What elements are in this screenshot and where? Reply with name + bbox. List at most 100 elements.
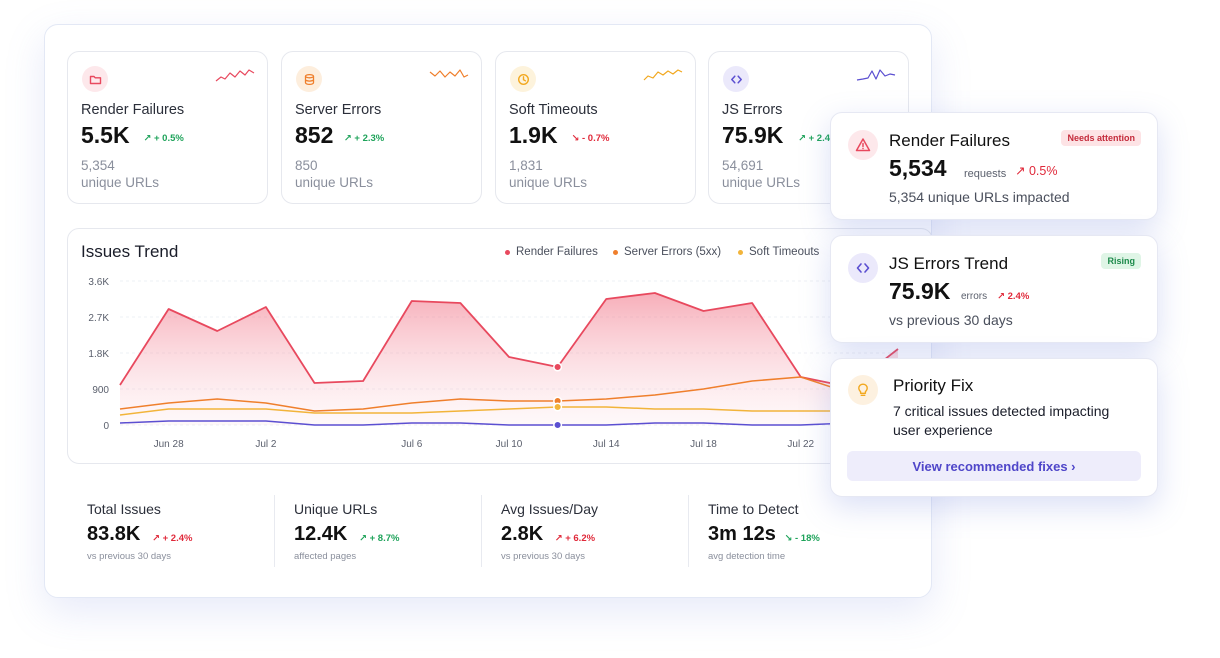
- kpi-unique-count: 850: [295, 158, 318, 173]
- kpi-delta: ↘ - 0.7%: [571, 133, 610, 144]
- card-description-line-1: 7 critical issues detected impacting: [893, 403, 1110, 419]
- stat-label: Avg Issues/Day: [501, 501, 599, 517]
- js-errors-trend-card[interactable]: JS Errors Trend Rising 75.9K errors ↗ 2.…: [830, 235, 1158, 343]
- legend-dot: [738, 249, 743, 255]
- kpi-delta: ↗ + 0.5%: [143, 133, 184, 144]
- card-delta-value: 0.5%: [1028, 164, 1058, 178]
- kpi-card-soft-timeouts[interactable]: Soft Timeouts 1.9K ↘ - 0.7% 1,831 unique URL…: [495, 51, 696, 204]
- kpi-value: 1.9K: [509, 122, 558, 148]
- legend-render-failures[interactable]: Render Failures: [505, 246, 598, 258]
- x-tick-label: Jul 2: [255, 439, 277, 450]
- kpi-unique-count: 1,831: [509, 158, 543, 173]
- render-failures-alert-card[interactable]: Render Failures Needs attention 5,534 re…: [830, 112, 1158, 220]
- kpi-card-server-errors[interactable]: Server Errors 852 ↗ + 2.3% 850 unique URLs: [281, 51, 482, 204]
- stat-label: Unique URLs: [294, 501, 378, 517]
- x-tick-label: Jun 28: [154, 439, 184, 450]
- stat-value: 3m 12s: [708, 523, 776, 545]
- kpi-delta: ↗ + 2.3%: [343, 133, 385, 144]
- stat-divider: [274, 495, 275, 567]
- stat-delta-value: + 2.4%: [162, 533, 193, 544]
- stat-divider: [688, 495, 689, 567]
- view-recommended-fixes-button[interactable]: View recommended fixes ›: [847, 451, 1141, 481]
- stat-delta: ↗ + 8.7%: [359, 533, 400, 544]
- rising-badge: Rising: [1101, 253, 1141, 269]
- stat-label: Total Issues: [87, 501, 161, 517]
- y-tick-label: 1.8K: [88, 349, 109, 360]
- render-failures-area: [120, 293, 898, 425]
- card-subtext: vs previous 30 days: [889, 312, 1013, 328]
- dashboard-panel: Render Failures 5.5K ↗ + 0.5% 5,354 unique U…: [44, 24, 932, 598]
- sparkline: [856, 69, 896, 81]
- legend-server-errors[interactable]: Server Errors (5xx): [613, 246, 721, 258]
- stat-delta-value: + 8.7%: [369, 533, 400, 544]
- stat-divider: [481, 495, 482, 567]
- trend-title: Issues Trend: [81, 242, 179, 261]
- card-title: Render Failures: [889, 131, 1010, 150]
- stat-delta-value: - 18%: [795, 533, 820, 544]
- stat-value: 2.8K: [501, 523, 544, 545]
- legend-label: Server Errors (5xx): [624, 246, 722, 258]
- card-unit: errors: [961, 291, 988, 302]
- card-delta: ↗ 0.5%: [1015, 164, 1058, 178]
- series-line-server-errors-xx-: [119, 376, 899, 412]
- stat-avg-issues-day: Avg Issues/Day 2.8K ↗ + 6.2% vs previous 30…: [481, 491, 686, 567]
- y-tick-label: 900: [92, 385, 109, 396]
- y-tick-label: 3.6K: [88, 277, 109, 288]
- sparkline: [643, 69, 683, 81]
- x-tick-label: Jul 22: [787, 439, 814, 450]
- stat-delta: ↗ + 2.4%: [152, 533, 193, 544]
- series-line-render-failures: [119, 292, 899, 388]
- stat-subtext: vs previous 30 days: [87, 551, 171, 562]
- hover-point: [553, 362, 563, 372]
- clock-icon: [510, 66, 536, 92]
- kpi-unique-count: 5,354: [81, 158, 115, 173]
- issues-trend-card: Issues Trend Render Failures Server Erro…: [67, 228, 932, 465]
- kpi-title: Render Failures: [81, 102, 185, 118]
- legend-label: Render Failures: [516, 246, 598, 258]
- code-icon: [848, 253, 878, 283]
- stat-value: 83.8K: [87, 523, 141, 545]
- kpi-delta: ↗ + 2.4%: [798, 133, 839, 144]
- kpi-title: JS Errors: [722, 102, 783, 118]
- x-tick-label: Jul 18: [690, 439, 717, 450]
- kpi-value: 75.9K: [722, 122, 784, 148]
- database-icon: [296, 66, 322, 92]
- x-tick-label: Jul 6: [401, 439, 423, 450]
- sparkline: [215, 69, 255, 82]
- series-line-soft-timeouts: [119, 406, 898, 416]
- stat-subtext: affected pages: [294, 551, 357, 562]
- kpi-value: 852: [295, 122, 334, 148]
- stat-time-to-detect: Time to Detect 3m 12s ↘ - 18% avg detection…: [688, 491, 893, 567]
- stat-delta: ↗ + 6.2%: [554, 533, 596, 544]
- kpi-delta-value: + 2.4%: [808, 133, 839, 144]
- card-delta: ↗ 2.4%: [997, 291, 1030, 302]
- stat-value: 12.4K: [294, 523, 348, 545]
- kpi-delta-value: - 0.7%: [582, 133, 610, 144]
- trend-chart[interactable]: 3.6K 2.7K 1.8K 900 0 Jun 28 Jul 2 Jul 6 Jul 10 Ju…: [68, 229, 932, 465]
- card-value: 75.9K: [889, 278, 951, 304]
- summary-stats: Total Issues 83.8K ↗ + 2.4% vs previous 30 …: [67, 491, 931, 581]
- stat-delta-value: + 6.2%: [565, 533, 596, 544]
- folder-icon: [82, 66, 108, 92]
- card-title: Priority Fix: [893, 376, 974, 395]
- kpi-unique-label: unique URLs: [722, 175, 801, 190]
- kpi-unique-label: unique URLs: [509, 175, 588, 190]
- card-subtext: 5,354 unique URLs impacted: [889, 189, 1070, 205]
- card-delta-value: 2.4%: [1007, 291, 1030, 302]
- x-tick-label: Jul 14: [593, 439, 620, 450]
- code-icon: [723, 66, 749, 92]
- kpi-card-render-failures[interactable]: Render Failures 5.5K ↗ + 0.5% 5,354 unique U…: [67, 51, 268, 204]
- kpi-delta-value: + 2.3%: [354, 133, 385, 144]
- stat-label: Time to Detect: [708, 501, 799, 517]
- stat-unique-urls: Unique URLs 12.4K ↗ + 8.7% affected pages: [274, 491, 479, 567]
- x-tick-label: Jul 10: [496, 439, 523, 450]
- sparkline: [429, 69, 469, 78]
- needs-attention-badge: Needs attention: [1061, 130, 1141, 146]
- legend-soft-timeouts[interactable]: Soft Timeouts: [738, 246, 819, 258]
- y-tick-label: 2.7K: [88, 313, 109, 324]
- stat-total-issues: Total Issues 83.8K ↗ + 2.4% vs previous 30 …: [67, 491, 272, 567]
- stat-delta: ↘ - 18%: [784, 533, 820, 544]
- hover-point: [553, 402, 563, 412]
- card-value: 5,534: [889, 155, 947, 181]
- y-tick-label: 0: [103, 421, 109, 432]
